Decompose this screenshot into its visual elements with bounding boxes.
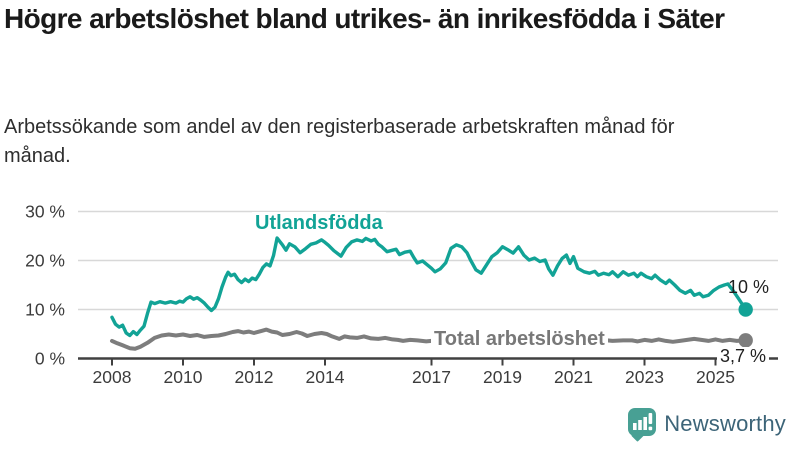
end-value-label-utlandsfodda: 10 % bbox=[728, 277, 770, 297]
series-line-total-arbetslöshet bbox=[110, 327, 748, 351]
x-tick-label: 2023 bbox=[625, 367, 664, 387]
brand-footer: Newsworthy bbox=[628, 404, 786, 444]
x-tick-label: 2014 bbox=[306, 367, 345, 387]
y-tick-label: 10 % bbox=[25, 300, 65, 320]
end-dot-utlandsfödda bbox=[738, 302, 753, 317]
brand-name: Newsworthy bbox=[664, 411, 786, 436]
newsworthy-logo-icon bbox=[628, 408, 657, 442]
end-value-label-total: 3,7 % bbox=[717, 346, 770, 367]
x-tick-label: 2019 bbox=[483, 367, 522, 387]
chart-subtitle: Arbetssökande som andel av den registerb… bbox=[4, 116, 675, 167]
x-tick-label: 2008 bbox=[93, 367, 132, 387]
y-tick-label: 0 % bbox=[35, 349, 65, 369]
x-tick-label: 2012 bbox=[235, 367, 274, 387]
end-dot-total-arbetslöshet bbox=[738, 333, 753, 348]
x-tick-label: 2021 bbox=[554, 367, 593, 387]
logo-barchart-glyph bbox=[633, 413, 653, 431]
series-label-utlandsfodda: Utlandsfödda bbox=[252, 212, 386, 234]
series-label-total-arbetsloshet: Total arbetslöshet bbox=[431, 328, 608, 350]
x-tick-label: 2017 bbox=[412, 367, 451, 387]
chart-title: Högre arbetslöshet bland utrikes- än inr… bbox=[4, 3, 725, 34]
series-line-utlandsfödda bbox=[110, 236, 748, 338]
x-tick-label: 2010 bbox=[164, 367, 203, 387]
y-tick-label: 30 % bbox=[25, 202, 65, 222]
x-tick-label: 2025 bbox=[696, 367, 735, 387]
y-tick-label: 20 % bbox=[25, 251, 65, 271]
